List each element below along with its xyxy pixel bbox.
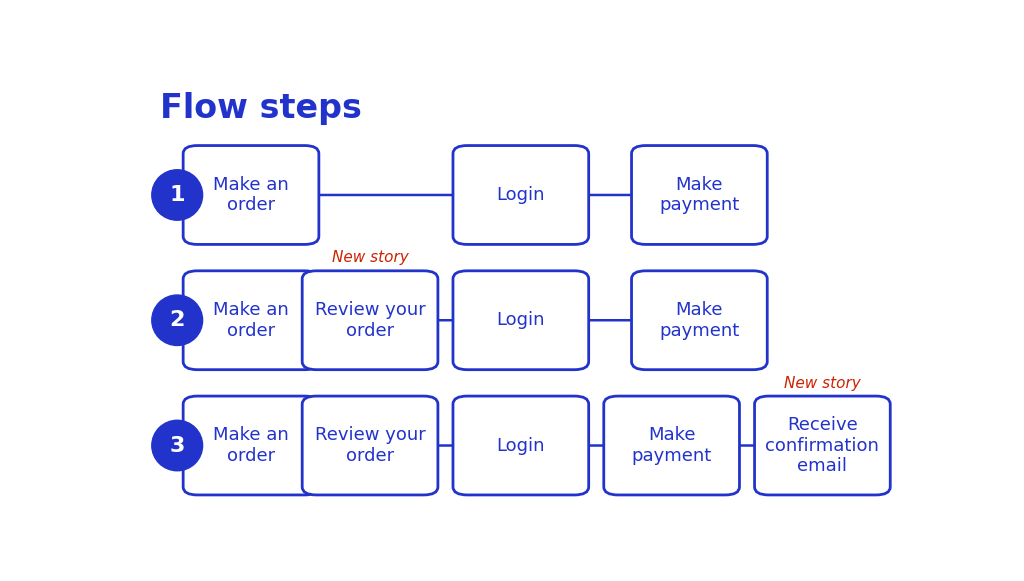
Text: Login: Login — [497, 436, 545, 454]
Text: Make an
order: Make an order — [213, 426, 289, 465]
Text: Make
payment: Make payment — [632, 426, 712, 465]
FancyBboxPatch shape — [632, 146, 767, 245]
FancyBboxPatch shape — [183, 396, 318, 495]
Text: 1: 1 — [169, 185, 185, 205]
Text: 2: 2 — [170, 310, 185, 330]
Text: Make an
order: Make an order — [213, 175, 289, 214]
Text: Flow steps: Flow steps — [160, 92, 361, 125]
FancyBboxPatch shape — [453, 396, 589, 495]
Ellipse shape — [152, 295, 203, 346]
Text: Login: Login — [497, 311, 545, 329]
Text: 3: 3 — [170, 436, 185, 456]
FancyBboxPatch shape — [183, 271, 318, 370]
FancyBboxPatch shape — [302, 271, 438, 370]
FancyBboxPatch shape — [604, 396, 739, 495]
Text: Review your
order: Review your order — [314, 301, 425, 340]
Text: Review your
order: Review your order — [314, 426, 425, 465]
FancyBboxPatch shape — [302, 396, 438, 495]
FancyBboxPatch shape — [632, 271, 767, 370]
Text: Receive
confirmation
email: Receive confirmation email — [766, 416, 880, 475]
Text: Make an
order: Make an order — [213, 301, 289, 340]
Ellipse shape — [152, 170, 203, 220]
FancyBboxPatch shape — [183, 146, 318, 245]
Text: Make
payment: Make payment — [659, 175, 739, 214]
FancyBboxPatch shape — [755, 396, 890, 495]
Text: New story: New story — [332, 250, 409, 266]
Text: Make
payment: Make payment — [659, 301, 739, 340]
Text: New story: New story — [784, 376, 861, 390]
Ellipse shape — [152, 420, 203, 471]
FancyBboxPatch shape — [453, 271, 589, 370]
Text: Login: Login — [497, 186, 545, 204]
FancyBboxPatch shape — [453, 146, 589, 245]
